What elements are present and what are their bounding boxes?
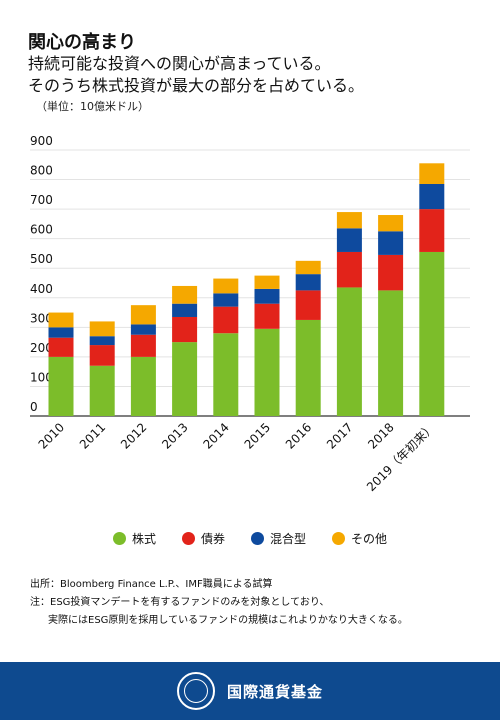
legend-swatch bbox=[112, 532, 126, 545]
legend-item: 債券 bbox=[181, 530, 225, 547]
y-tick-labels: 0 100 200 300 400 500 600 700 800 900 bbox=[30, 134, 53, 414]
bar-segment bbox=[295, 274, 321, 291]
x-tick-label: 2010 bbox=[36, 420, 67, 451]
bar-segment bbox=[419, 163, 445, 184]
legend-label: 混合型 bbox=[270, 532, 307, 546]
source-note: 出所：Bloomberg Finance L.P.、IMF職員による試算 bbox=[30, 579, 273, 590]
chart-title: 関心の高まり bbox=[28, 32, 136, 53]
bar-segment bbox=[378, 215, 404, 232]
bar-segment bbox=[48, 327, 74, 338]
bar-segment bbox=[336, 212, 362, 229]
bar-segment bbox=[295, 290, 321, 320]
legend-swatch bbox=[332, 532, 346, 545]
bar-segment bbox=[89, 365, 115, 416]
x-tick-label: 2017 bbox=[324, 420, 355, 451]
legend-label: 債券 bbox=[200, 532, 225, 546]
bar-segment bbox=[254, 288, 280, 304]
y-tick-label: 0 bbox=[30, 400, 38, 414]
legend-swatch bbox=[181, 532, 195, 545]
legend-swatch bbox=[251, 532, 264, 545]
bar-segment bbox=[295, 319, 321, 416]
bar-segment bbox=[130, 356, 156, 416]
y-tick-label: 300 bbox=[30, 311, 53, 325]
bar-segment bbox=[336, 287, 362, 416]
legend-item: その他 bbox=[332, 530, 387, 547]
bar-segment bbox=[419, 183, 445, 210]
y-tick-label: 700 bbox=[30, 193, 53, 207]
bar-segment bbox=[48, 356, 74, 416]
bar-segment bbox=[336, 251, 362, 288]
org-name: 国際通貨基金 bbox=[226, 682, 323, 701]
bar-segment bbox=[48, 337, 74, 357]
bar-segment bbox=[89, 345, 115, 366]
legend: 株式 債券 混合型 その他 bbox=[0, 530, 500, 547]
legend-label: その他 bbox=[351, 532, 388, 546]
y-tick-label: 500 bbox=[30, 252, 53, 266]
x-tick-label: 2018 bbox=[365, 420, 396, 451]
bar-segment bbox=[419, 209, 445, 252]
bar-segment bbox=[419, 251, 445, 416]
x-tick-labels: 2010 2011 2012 2013 2014 2015 2016 2017 20182019… bbox=[36, 420, 438, 494]
notes: 出所：Bloomberg Finance L.P.、IMF職員による試算 注：E… bbox=[30, 576, 408, 630]
subtitle-line-2: そのうち株式投資が最大の部分を占めている。 bbox=[28, 76, 365, 95]
legend-item: 株式 bbox=[112, 530, 156, 547]
y-tick-label: 100 bbox=[30, 370, 53, 384]
bar-segment bbox=[213, 306, 239, 334]
bar-segment bbox=[378, 290, 404, 416]
bar-segment bbox=[172, 285, 198, 304]
bar-segment bbox=[172, 342, 198, 416]
y-tick-label: 400 bbox=[30, 282, 53, 296]
bar-segment bbox=[172, 316, 198, 343]
stacked-bar-chart: 0 100 200 300 400 500 600 700 800 900 2010 2011 201… bbox=[30, 134, 470, 494]
bar-segment bbox=[130, 334, 156, 357]
y-tick-label: 200 bbox=[30, 341, 53, 355]
bar-segment bbox=[254, 275, 280, 289]
bar-segment bbox=[254, 328, 280, 416]
bar-segment bbox=[130, 324, 156, 335]
bar-segment bbox=[254, 303, 280, 329]
bar-segment bbox=[336, 228, 362, 252]
x-tick-label: 2014 bbox=[200, 420, 231, 451]
bar-segment bbox=[378, 231, 404, 255]
x-tick-label: 2012 bbox=[118, 420, 149, 451]
bar-segment bbox=[48, 312, 74, 328]
imf-seal-logo bbox=[176, 672, 215, 710]
footnote-line-1: 注：ESG投資マンデートを有するファンドのみを対象としており、 bbox=[30, 597, 330, 608]
subtitle-line-1: 持続可能な投資への関心が高まっている。 bbox=[28, 54, 331, 73]
footer-bar: 国際通貨基金 bbox=[0, 662, 500, 720]
x-tick-label: 2011 bbox=[77, 420, 108, 451]
y-tick-label: 900 bbox=[30, 134, 53, 148]
unit-label: （単位：10億米ドル） bbox=[36, 100, 149, 113]
bar-segment bbox=[295, 260, 321, 275]
legend-item: 混合型 bbox=[251, 530, 306, 547]
bar-segment bbox=[89, 321, 115, 337]
y-tick-label: 600 bbox=[30, 223, 53, 237]
x-tick-label: 2016 bbox=[283, 420, 314, 451]
bar-segment bbox=[213, 333, 239, 416]
bar-segment bbox=[172, 303, 198, 317]
bar-segment bbox=[213, 278, 239, 294]
bars bbox=[48, 163, 445, 416]
legend-label: 株式 bbox=[131, 532, 156, 546]
x-tick-label: 2013 bbox=[159, 420, 190, 451]
x-tick-label: 2015 bbox=[242, 420, 273, 451]
bar-segment bbox=[130, 305, 156, 325]
footnote-line-2: 実際にはESG原則を採用しているファンドの規模はこれよりかなり大きくなる。 bbox=[48, 615, 408, 626]
bar-segment bbox=[213, 293, 239, 307]
bar-segment bbox=[378, 254, 404, 291]
bar-segment bbox=[89, 336, 115, 346]
y-tick-label: 800 bbox=[30, 164, 53, 178]
chart-subtitle: 持続可能な投資への関心が高まっている。 そのうち株式投資が最大の部分を占めている… bbox=[28, 53, 364, 97]
seal-globe bbox=[183, 679, 208, 703]
